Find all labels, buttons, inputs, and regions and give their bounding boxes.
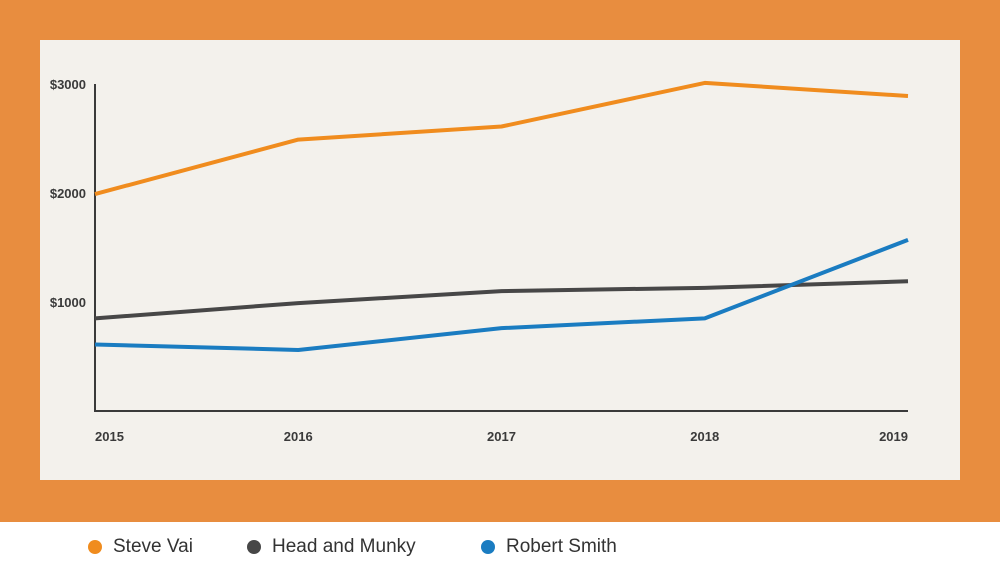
legend-item-robert-smith: Robert Smith [481, 536, 617, 558]
y-tick-label: $2000 [50, 186, 86, 201]
y-tick-label: $1000 [50, 295, 86, 310]
x-tick-label: 2018 [690, 429, 719, 444]
axes [94, 84, 908, 411]
legend-label-robert-smith: Robert Smith [506, 536, 617, 558]
legend-dot-head-and-munky [247, 540, 261, 554]
legend-item-head-and-munky: Head and Munky [247, 536, 416, 558]
legend: Steve Vai Head and Munky Robert Smith [0, 522, 1000, 575]
x-tick-label: 2019 [879, 429, 908, 444]
legend-label-steve-vai: Steve Vai [113, 536, 193, 558]
legend-dot-steve-vai [88, 540, 102, 554]
x-tick-label: 2016 [284, 429, 313, 444]
x-tick-label: 2015 [95, 429, 124, 444]
y-tick-label: $3000 [50, 77, 86, 92]
series-line-robert-smith [95, 240, 908, 350]
legend-item-steve-vai: Steve Vai [88, 536, 193, 558]
legend-label-head-and-munky: Head and Munky [272, 536, 416, 558]
line-chart: $1000 $2000 $3000 2015 2016 2017 2018 2019 [0, 0, 1000, 522]
x-tick-label: 2017 [487, 429, 516, 444]
series-layer [95, 83, 908, 350]
legend-dot-robert-smith [481, 540, 495, 554]
series-line-steve-vai [95, 83, 908, 194]
tick-labels: $1000 $2000 $3000 2015 2016 2017 2018 2019 [50, 77, 908, 444]
